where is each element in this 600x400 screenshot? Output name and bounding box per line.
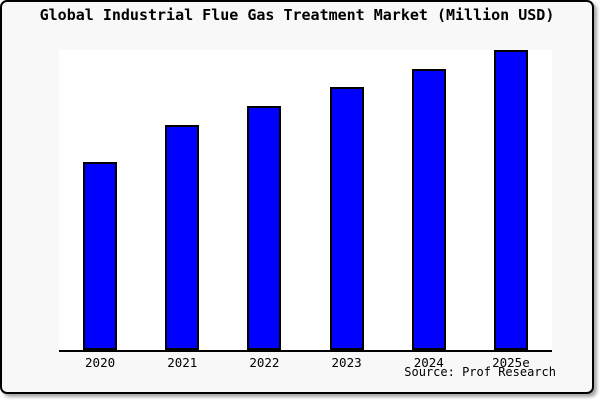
bar-2020 bbox=[83, 162, 117, 350]
bar-2021 bbox=[165, 125, 199, 350]
chart-title: Global Industrial Flue Gas Treatment Mar… bbox=[39, 6, 555, 24]
x-tick-label-2024: 2024 bbox=[413, 355, 444, 370]
plot-area bbox=[59, 50, 552, 352]
x-tick-label-2023: 2023 bbox=[331, 355, 362, 370]
x-tick-label-2021: 2021 bbox=[167, 355, 198, 370]
x-tick-label-2025e: 2025e bbox=[492, 355, 530, 370]
bar-2023 bbox=[330, 87, 364, 350]
bar-2025e bbox=[494, 50, 528, 350]
source-note: Source: Prof Research bbox=[404, 365, 556, 379]
bar-2024 bbox=[412, 69, 446, 350]
x-tick-label-2022: 2022 bbox=[249, 355, 280, 370]
x-tick-label-2020: 2020 bbox=[85, 355, 116, 370]
bar-2022 bbox=[247, 106, 281, 350]
